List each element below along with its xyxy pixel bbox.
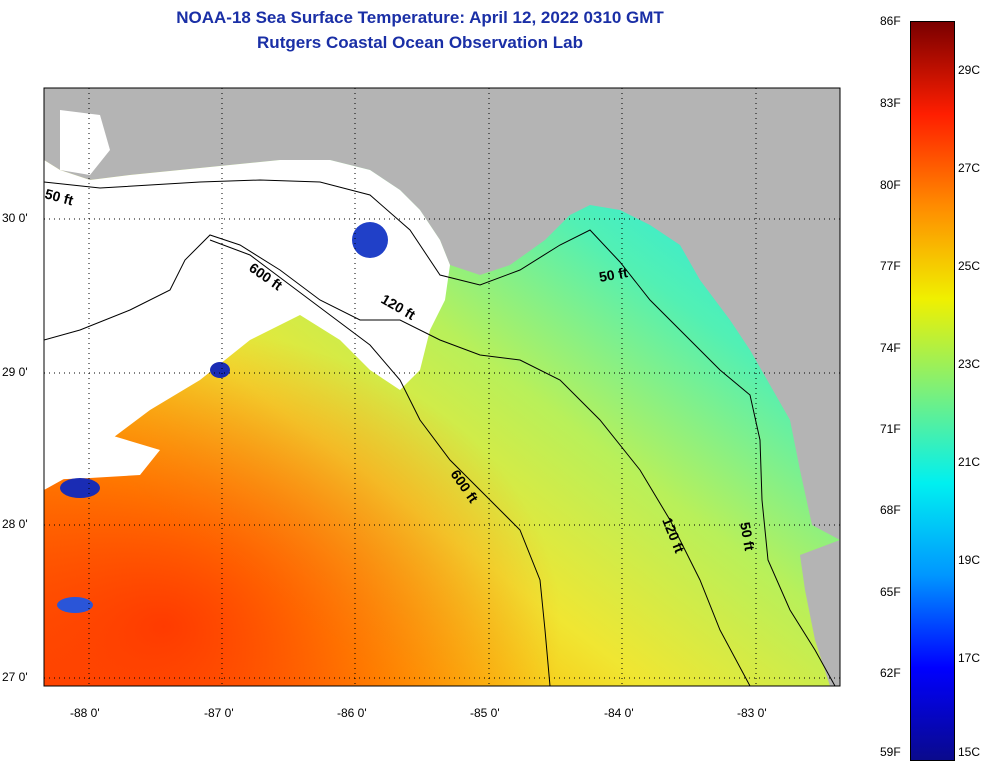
- lon-label: -85 0': [470, 706, 500, 720]
- cloud-cover-north: [60, 110, 110, 175]
- contour-label-50ft-north: 50 ft: [598, 264, 629, 285]
- lon-label: -84 0': [604, 706, 634, 720]
- lat-label: 27 0': [2, 670, 28, 684]
- colorbar-f-label: 59F: [880, 745, 901, 759]
- colorbar-f-label: 68F: [880, 503, 901, 517]
- cold-patch: [57, 597, 93, 613]
- cold-patch: [352, 222, 388, 258]
- contour-label-50ft-west: 50 ft: [43, 185, 75, 208]
- colorbar-f-label: 74F: [880, 341, 901, 355]
- lat-label: 30 0': [2, 211, 28, 225]
- colorbar-f-label: 62F: [880, 666, 901, 680]
- colorbar-c-label: 15C: [958, 745, 981, 759]
- colorbar-c-label: 19C: [958, 553, 981, 567]
- lon-label: -83 0': [737, 706, 767, 720]
- colorbar-f-label: 71F: [880, 422, 901, 436]
- map-subtitle: Rutgers Coastal Ocean Observation Lab: [257, 33, 583, 52]
- lat-label: 28 0': [2, 517, 28, 531]
- map-frame: [43, 87, 841, 687]
- contour-600ft: [209, 239, 551, 686]
- colorbar-c-label: 17C: [958, 651, 981, 665]
- lon-label: -87 0': [204, 706, 234, 720]
- cloud-patch-west: [44, 435, 160, 480]
- land-mass-southeast: [800, 540, 840, 686]
- colorbar-c-label: 21C: [958, 455, 981, 469]
- contour-120ft: [44, 234, 751, 686]
- colorbar-f-label: 77F: [880, 259, 901, 273]
- colorbar-c-label: 27C: [958, 161, 981, 175]
- colorbar-f-label: 86F: [880, 14, 901, 28]
- lat-label: 29 0': [2, 365, 28, 379]
- colorbar-c-label: 23C: [958, 357, 981, 371]
- temperature-colorbar: [910, 21, 955, 761]
- map-title: NOAA-18 Sea Surface Temperature: April 1…: [176, 8, 664, 27]
- lon-label: -86 0': [337, 706, 367, 720]
- contour-label-50ft-south: 50 ft: [737, 521, 758, 552]
- contour-50ft-west: [44, 179, 836, 686]
- land-mass: [44, 88, 840, 540]
- lon-label: -88 0': [70, 706, 100, 720]
- colorbar-f-label: 80F: [880, 178, 901, 192]
- colorbar-f-label: 83F: [880, 96, 901, 110]
- colorbar-c-label: 25C: [958, 259, 981, 273]
- cold-patch: [60, 478, 100, 498]
- colorbar-c-label: 29C: [958, 63, 981, 77]
- cloud-cover: [44, 160, 450, 490]
- colorbar-f-label: 65F: [880, 585, 901, 599]
- cold-patch: [210, 362, 230, 378]
